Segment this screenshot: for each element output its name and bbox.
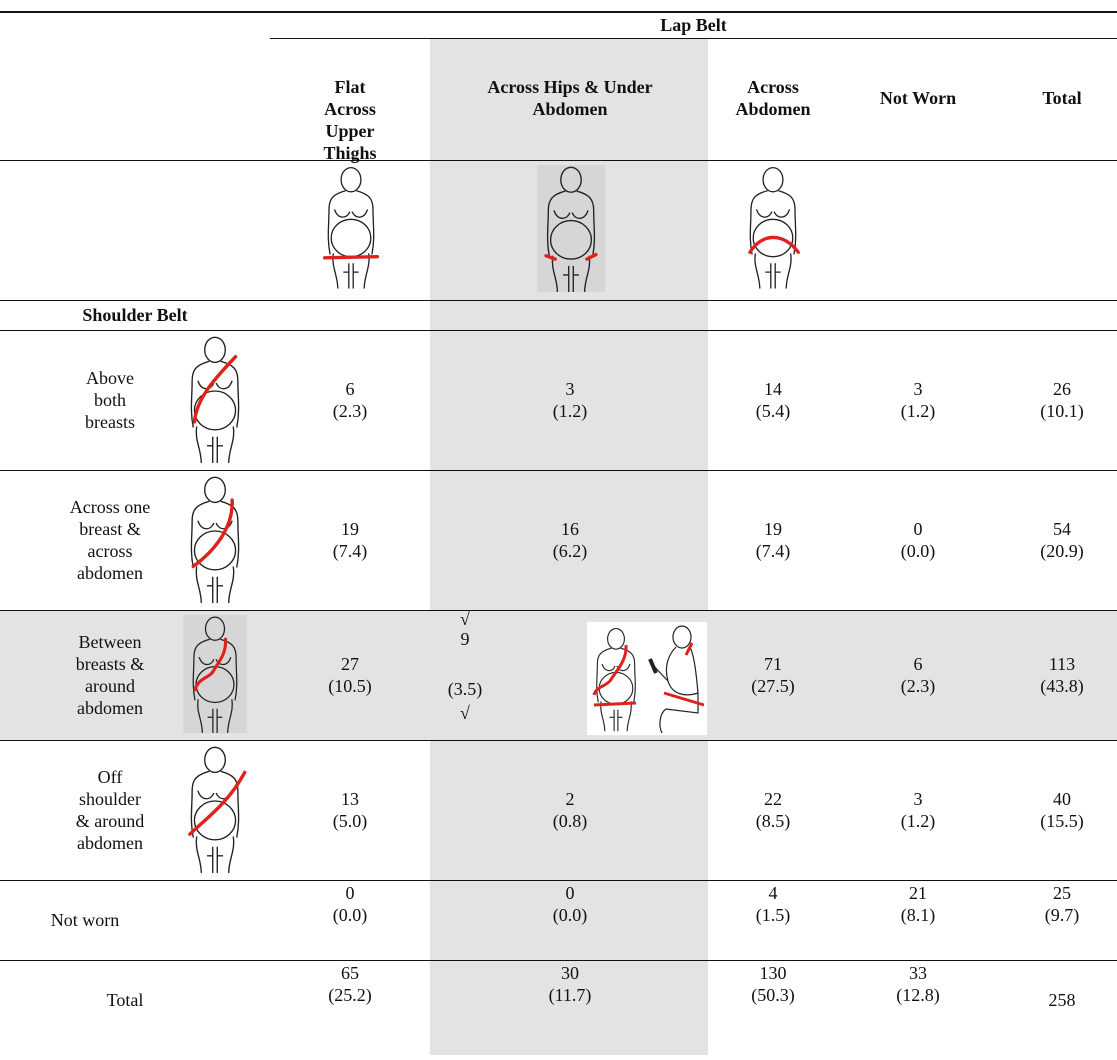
cell-count: 33 [909, 963, 927, 983]
column-header: Flat Across Upper Thighs [323, 77, 377, 163]
cell-count: 71 [764, 654, 782, 674]
column-header: Not Worn [879, 88, 957, 108]
rule [0, 740, 1117, 741]
cell-percent: (7.4) [755, 541, 791, 561]
cell-percent: (10.1) [1040, 401, 1084, 421]
cell-percent: (1.5) [755, 905, 791, 925]
rule [0, 330, 1117, 331]
rule [0, 300, 1117, 301]
cell-percent: (10.5) [328, 676, 372, 696]
cell-count: 14 [764, 379, 782, 399]
cell-count: 6 [345, 379, 355, 399]
cell-percent: (3.5) [447, 679, 483, 699]
cell-percent: (1.2) [900, 401, 936, 421]
cell-count: 26 [1053, 379, 1071, 399]
column-header: Across Abdomen [735, 77, 811, 119]
cell-count: 0 [565, 883, 575, 903]
cell-percent: (0.0) [552, 905, 588, 925]
cell-count: 4 [768, 883, 778, 903]
cell-count: 30 [561, 963, 579, 983]
cell-percent: (50.3) [751, 985, 795, 1005]
row-label: Between breasts & around abdomen [75, 632, 145, 718]
cell-count: 0 [913, 519, 923, 539]
row-group-header: Shoulder Belt [82, 305, 188, 325]
check-mark: √ [460, 609, 470, 629]
cell-count: 3 [565, 379, 575, 399]
cell-percent: (27.5) [751, 676, 795, 696]
cell-count: 21 [909, 883, 927, 903]
cell-count: 19 [764, 519, 782, 539]
cell-count: 113 [1048, 654, 1076, 674]
belt-illustration [322, 165, 380, 289]
correct-use-illustration [586, 621, 708, 736]
cell-percent: (15.5) [1040, 811, 1084, 831]
cell-count: 22 [764, 789, 782, 809]
group-header: Lap Belt [660, 15, 727, 35]
cell-count: 130 [759, 963, 787, 983]
cell-percent: (6.2) [552, 541, 588, 561]
cell-percent: (11.7) [548, 985, 592, 1005]
belt-illustration [183, 615, 247, 733]
rule [270, 38, 1117, 39]
rule [0, 880, 1117, 881]
cell-count: 9 [460, 629, 470, 649]
top-rule [0, 11, 1117, 13]
row-label: Not worn [50, 910, 120, 930]
cell-percent: (2.3) [900, 676, 936, 696]
cell-percent: (8.1) [900, 905, 936, 925]
cell-percent: (1.2) [552, 401, 588, 421]
row-label: Total [106, 990, 144, 1010]
rule [0, 960, 1117, 961]
cell-percent: (0.0) [332, 905, 368, 925]
cell-count: 65 [341, 963, 359, 983]
rule [0, 610, 1117, 611]
rule [0, 160, 1117, 161]
belt-illustration [748, 165, 800, 289]
cell-count: 40 [1053, 789, 1071, 809]
cell-count: 0 [345, 883, 355, 903]
row-label: Off shoulder & around abdomen [75, 767, 145, 853]
cell-count: 19 [341, 519, 359, 539]
cell-count: 6 [913, 654, 923, 674]
cell-percent: (20.9) [1040, 541, 1084, 561]
cell-percent: (5.0) [332, 811, 368, 831]
cell-count: 13 [341, 789, 359, 809]
cell-count: 25 [1053, 883, 1071, 903]
cell-percent: (12.8) [896, 985, 940, 1005]
cell-percent: (0.8) [552, 811, 588, 831]
row-label: Across one breast & across abdomen [69, 497, 151, 583]
cell-percent: (43.8) [1040, 676, 1084, 696]
cell-percent: (25.2) [328, 985, 372, 1005]
cell-percent: (7.4) [332, 541, 368, 561]
cell-count: 3 [913, 789, 923, 809]
row-label: Above both breasts [85, 368, 135, 432]
cell-count: 16 [561, 519, 579, 539]
cell-count: 27 [341, 654, 359, 674]
cell-count: 2 [565, 789, 575, 809]
belt-illustration [536, 165, 606, 292]
column-header: Total [1042, 88, 1082, 108]
belt-illustration [180, 475, 250, 603]
belt-illustration [188, 745, 247, 873]
cell-percent: (8.5) [755, 811, 791, 831]
cell-percent: (2.3) [332, 401, 368, 421]
column-header: Across Hips & Under Abdomen [487, 77, 653, 119]
cell-percent: (1.2) [900, 811, 936, 831]
cell-percent: (9.7) [1044, 905, 1080, 925]
belt-illustration [180, 335, 250, 463]
cell-count: 3 [913, 379, 923, 399]
cell-count: 54 [1053, 519, 1071, 539]
cell-percent: (5.4) [755, 401, 791, 421]
check-mark: √ [460, 703, 470, 723]
cell-count: 258 [1048, 990, 1076, 1010]
rule [0, 470, 1117, 471]
cell-percent: (0.0) [900, 541, 936, 561]
